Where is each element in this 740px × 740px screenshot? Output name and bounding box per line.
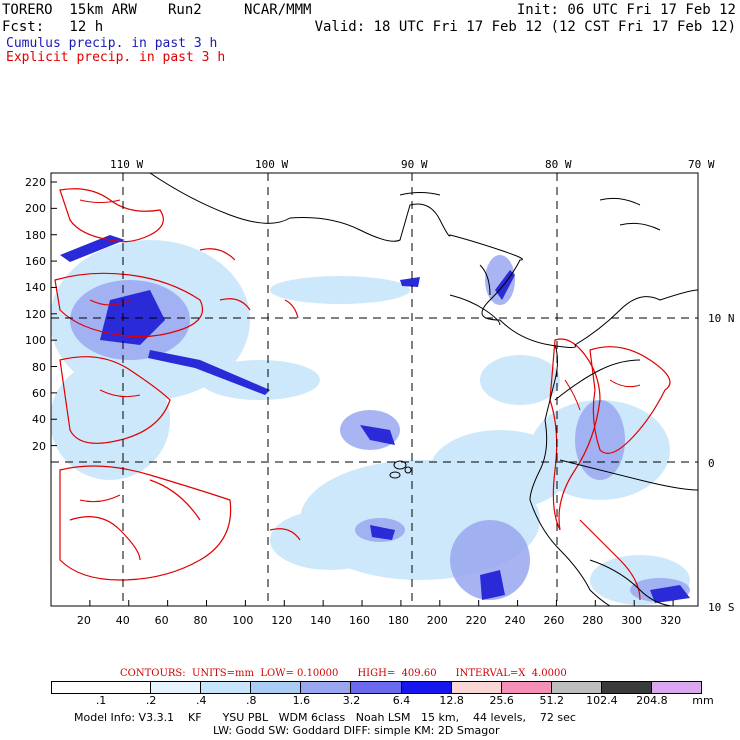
- y-tick-label: 200: [25, 202, 46, 216]
- lon-label-90w: 90 W: [401, 158, 428, 171]
- scale-value: .4: [195, 694, 207, 707]
- x-tick-label: 200: [426, 614, 448, 627]
- init-time: Init: 06 UTC Fri 17 Feb 12: [516, 2, 736, 18]
- y-tick-label: 220: [25, 176, 46, 189]
- scale-value: 12.8: [439, 694, 464, 707]
- scale-swatch: [301, 681, 352, 694]
- x-tick-label: 240: [504, 614, 526, 627]
- scale-unit: mm: [692, 694, 714, 707]
- scale-swatch: [351, 681, 402, 694]
- scale-value: 3.2: [342, 694, 361, 707]
- x-tick-label: 180: [387, 614, 409, 627]
- scale-value: 51.2: [539, 694, 565, 707]
- x-tick-label: 280: [582, 614, 604, 627]
- scale-value: .1: [95, 694, 107, 707]
- lon-label-110w: 110 W: [110, 158, 144, 171]
- y-tick-label: 20: [32, 439, 46, 453]
- scale-swatch: [151, 681, 202, 694]
- lat-label-0: 0: [708, 457, 715, 470]
- lat-label-10s: 10 S: [708, 601, 735, 614]
- explicit-legend: Explicit precip. in past 3 h: [6, 50, 226, 65]
- precip-layer: [51, 173, 698, 606]
- run-label: Run2: [168, 2, 202, 18]
- scale-value: 6.4: [392, 694, 411, 707]
- x-tick-label: 100: [232, 614, 254, 627]
- y-tick-label: 40: [32, 413, 46, 427]
- cumulus-legend: Cumulus precip. in past 3 h: [6, 36, 218, 51]
- scale-value: .2: [145, 694, 157, 707]
- x-tick-label: 300: [621, 614, 643, 627]
- scale-swatch: [601, 681, 652, 694]
- scale-value: 204.8: [636, 694, 668, 707]
- lon-label-100w: 100 W: [255, 158, 289, 171]
- scale-swatch: [551, 681, 602, 694]
- x-tick-label: 60: [154, 614, 169, 627]
- y-tick-label: 140: [25, 281, 46, 295]
- x-tick-label: 80: [193, 614, 208, 627]
- y-tick-label: 120: [25, 307, 46, 321]
- scale-value: 25.6: [489, 694, 514, 707]
- model-physics: LW: Godd SW: Goddard DIFF: simple KM: 2D…: [213, 724, 500, 737]
- scale-swatch: [51, 681, 103, 694]
- scale-value: .8: [246, 694, 257, 707]
- x-tick-label: 220: [465, 614, 487, 627]
- y-tick-label: 180: [25, 228, 46, 242]
- lon-label-80w: 80 W: [545, 158, 572, 171]
- x-tick-label: 160: [349, 614, 371, 627]
- lon-label-70w: 70 W: [688, 158, 715, 171]
- scale-value: 102.4: [586, 694, 618, 707]
- forecast-hour: Fcst: 12 h: [2, 19, 104, 35]
- map-frame: [50, 172, 699, 607]
- scale-value: 1.6: [292, 694, 311, 707]
- scale-swatch: [451, 681, 502, 694]
- scale-swatch: [651, 681, 702, 694]
- x-tick-label: 320: [660, 614, 682, 627]
- scale-swatch: [501, 681, 552, 694]
- org-label: NCAR/MMM: [244, 2, 312, 18]
- y-tick-label: 60: [32, 386, 46, 400]
- valid-time: Valid: 18 UTC Fri 17 Feb 12 (12 CST Fri …: [314, 19, 736, 35]
- contour-info: CONTOURS: UNITS=mm LOW= 0.10000 HIGH= 40…: [120, 668, 567, 679]
- scale-swatch: [201, 681, 252, 694]
- x-tick-label: 40: [115, 614, 130, 627]
- x-tick-label: 120: [271, 614, 293, 627]
- y-tick-label: 80: [32, 360, 46, 374]
- y-tick-label: 100: [25, 334, 46, 348]
- lat-label-10n: 10 N: [708, 312, 735, 325]
- x-tick-label: 20: [76, 614, 91, 627]
- y-tick-label: 160: [25, 255, 46, 269]
- scale-swatch: [401, 681, 452, 694]
- model-info: Model Info: V3.3.1 KF YSU PBL WDM 6class…: [74, 711, 576, 724]
- scale-swatch: [251, 681, 302, 694]
- x-tick-label: 140: [310, 614, 332, 627]
- model-title: TORERO 15km ARW: [2, 2, 137, 18]
- x-tick-label: 260: [543, 614, 565, 627]
- scale-swatch: [101, 681, 152, 694]
